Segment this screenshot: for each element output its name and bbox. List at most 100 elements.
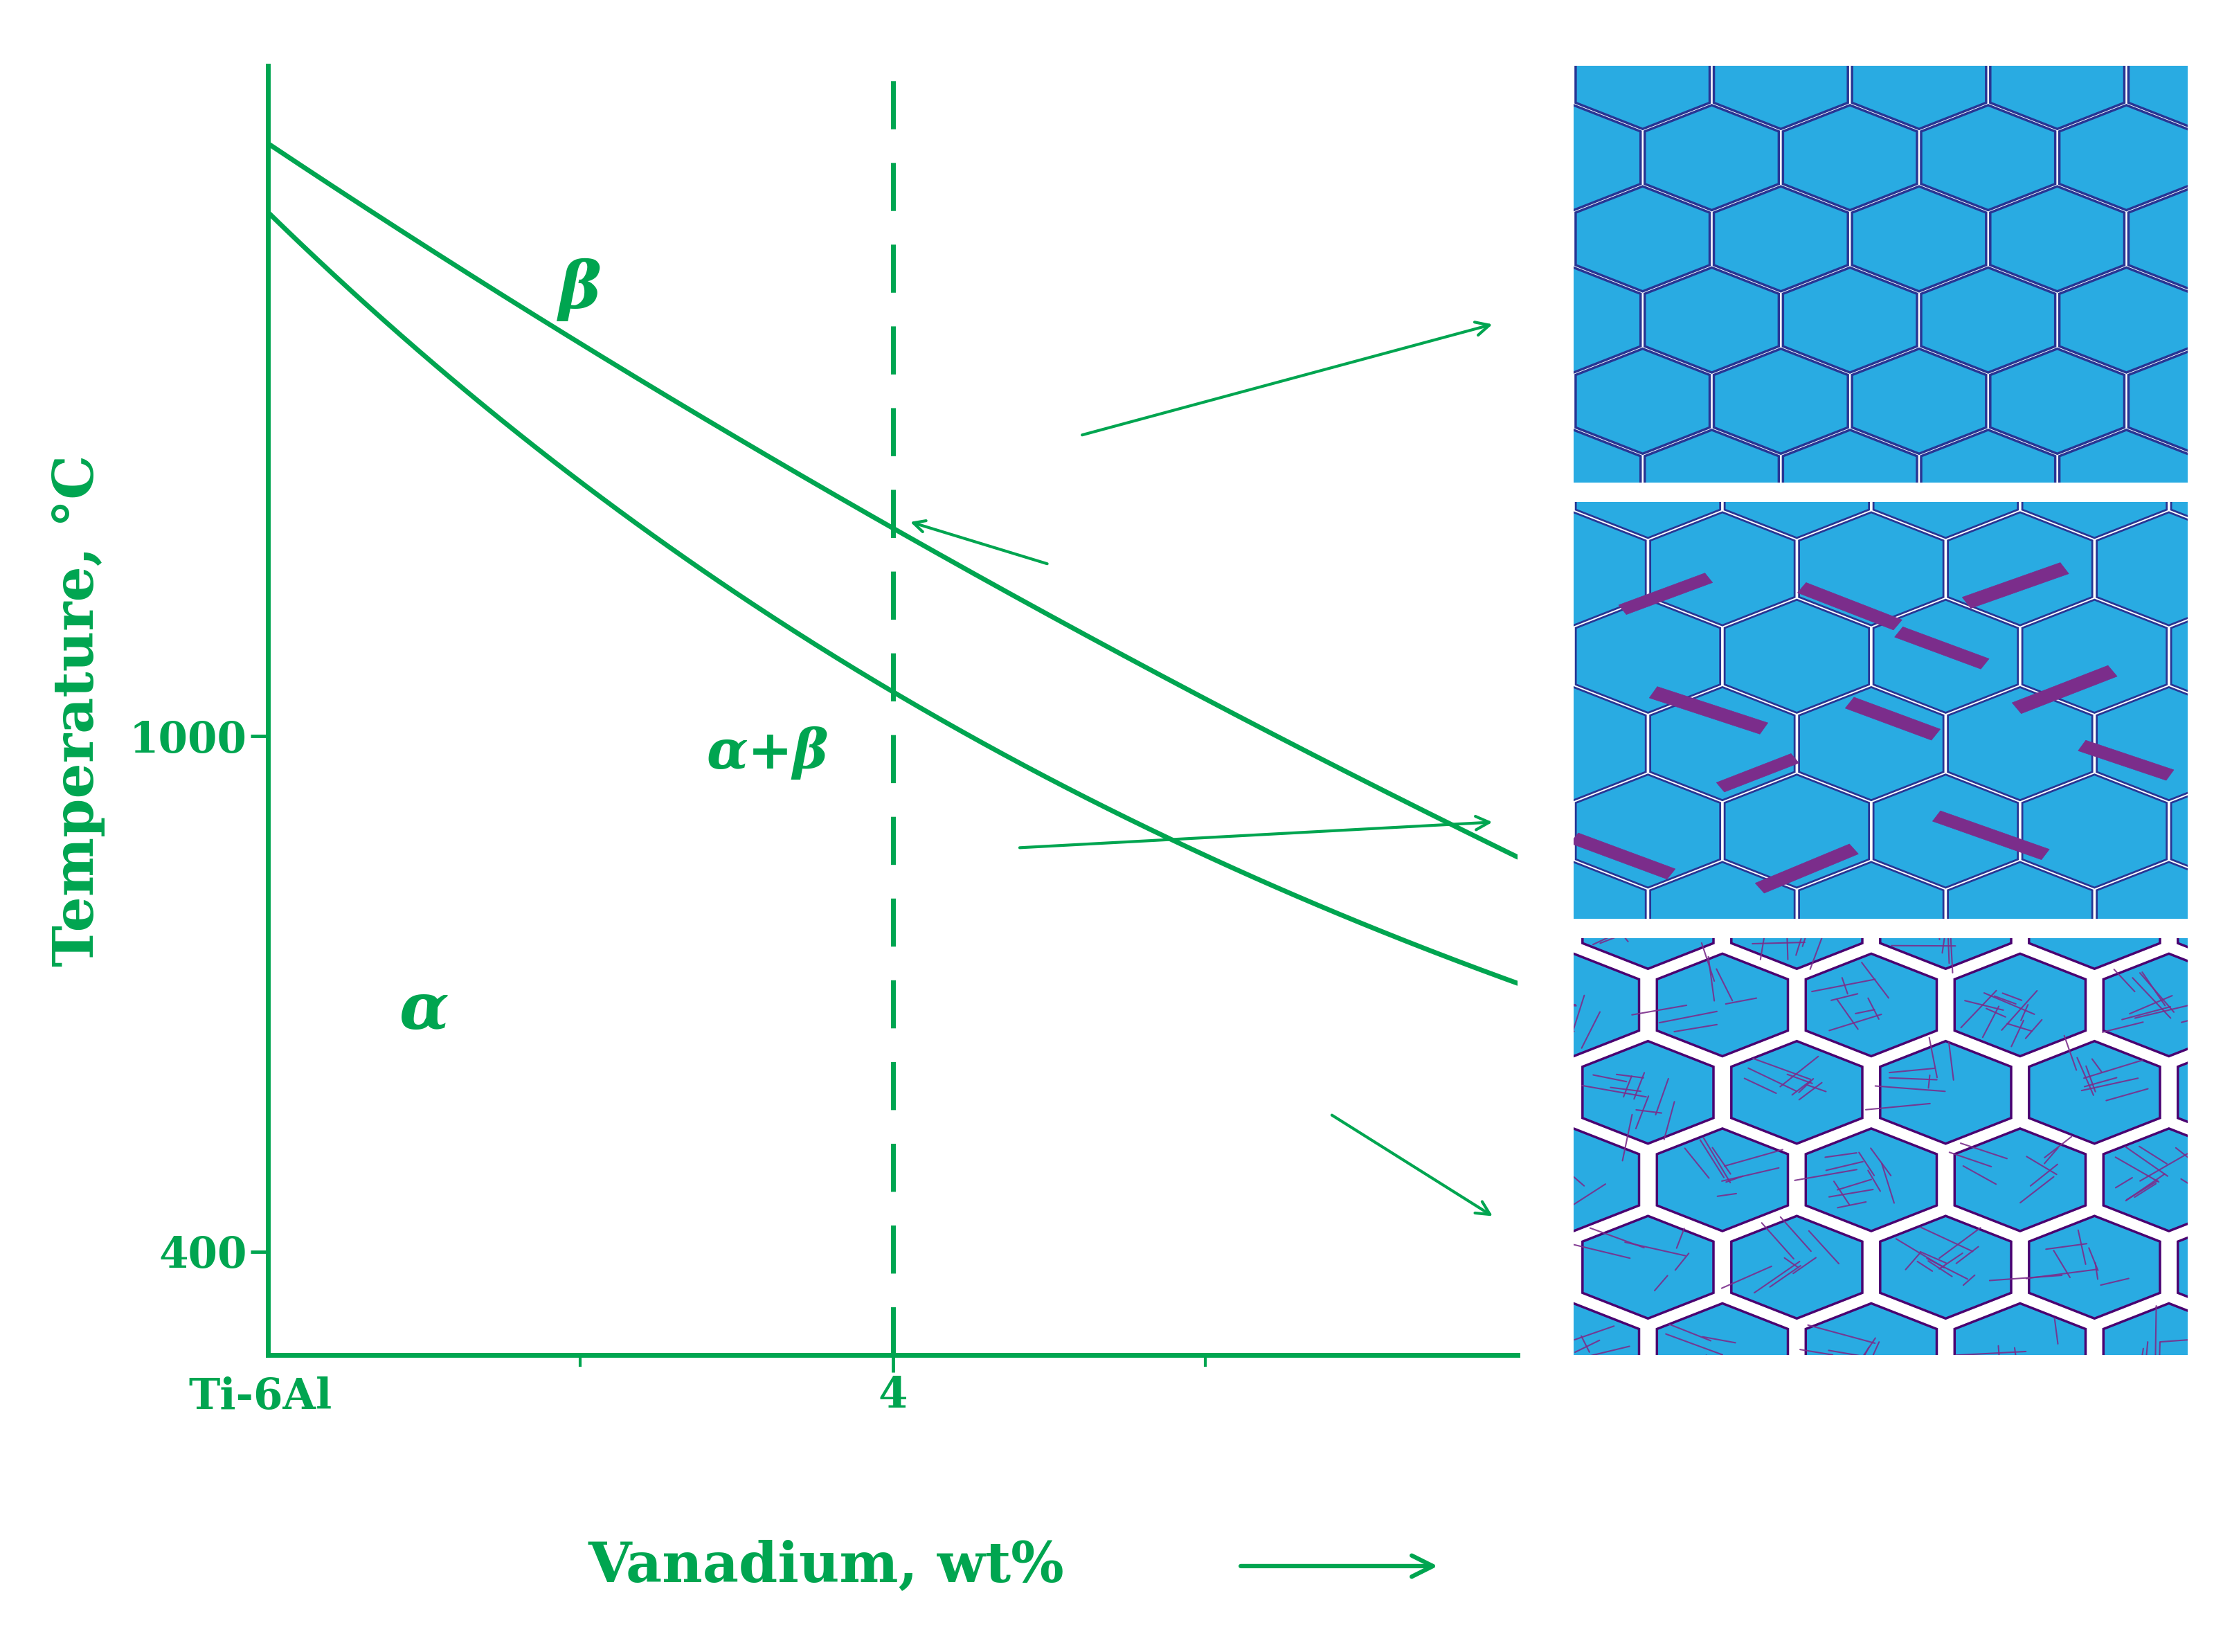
Polygon shape: [2103, 953, 2232, 1056]
Polygon shape: [1879, 866, 2011, 968]
Polygon shape: [1846, 697, 1940, 740]
Polygon shape: [2022, 775, 2167, 887]
Polygon shape: [2129, 25, 2232, 129]
Polygon shape: [1783, 430, 1917, 535]
Polygon shape: [2096, 512, 2232, 626]
Polygon shape: [2199, 106, 2232, 210]
Polygon shape: [1879, 1041, 2011, 1143]
Polygon shape: [1576, 25, 1710, 129]
Polygon shape: [2022, 425, 2167, 539]
Polygon shape: [1725, 600, 1868, 712]
Polygon shape: [1433, 1391, 1565, 1493]
Polygon shape: [1933, 811, 2049, 859]
Polygon shape: [1509, 1128, 1638, 1231]
Polygon shape: [1649, 862, 1795, 975]
Polygon shape: [1991, 187, 2125, 291]
Polygon shape: [1433, 1041, 1565, 1143]
Polygon shape: [1649, 512, 1795, 626]
Polygon shape: [1353, 862, 1498, 975]
Polygon shape: [1656, 953, 1788, 1056]
Polygon shape: [1502, 512, 1645, 626]
Text: Vanadium, wt%: Vanadium, wt%: [587, 1540, 1065, 1593]
Polygon shape: [1873, 775, 2018, 887]
Polygon shape: [1879, 1216, 2011, 1318]
Polygon shape: [1433, 866, 1565, 968]
Polygon shape: [1806, 1303, 1937, 1406]
Polygon shape: [1922, 430, 2056, 535]
Polygon shape: [1732, 1041, 1861, 1143]
Polygon shape: [1732, 1391, 1861, 1493]
Polygon shape: [1437, 510, 1571, 616]
Polygon shape: [2022, 950, 2167, 1062]
Polygon shape: [1853, 349, 1986, 454]
Polygon shape: [2060, 106, 2194, 210]
Polygon shape: [1797, 583, 1902, 629]
Polygon shape: [1437, 349, 1571, 454]
Polygon shape: [1873, 950, 2018, 1062]
Polygon shape: [1806, 1128, 1937, 1231]
Polygon shape: [2129, 349, 2232, 454]
Polygon shape: [1962, 563, 2069, 608]
Polygon shape: [1353, 687, 1498, 800]
Polygon shape: [1582, 866, 1714, 968]
Polygon shape: [1426, 600, 1571, 712]
Polygon shape: [1582, 1041, 1714, 1143]
Polygon shape: [1368, 268, 1502, 372]
Polygon shape: [2129, 187, 2232, 291]
Polygon shape: [1359, 1128, 1491, 1231]
Polygon shape: [1991, 349, 2125, 454]
Polygon shape: [1437, 187, 1571, 291]
Polygon shape: [1502, 687, 1645, 800]
Polygon shape: [1714, 25, 1848, 129]
Polygon shape: [1949, 862, 2091, 975]
Polygon shape: [2172, 600, 2232, 712]
Text: α+β: α+β: [708, 727, 828, 780]
Polygon shape: [1955, 953, 2085, 1056]
Polygon shape: [1649, 687, 1768, 733]
Polygon shape: [2029, 1391, 2161, 1493]
Polygon shape: [1576, 349, 1710, 454]
Polygon shape: [1353, 512, 1498, 626]
Polygon shape: [1725, 775, 1868, 887]
Polygon shape: [1576, 425, 1721, 539]
Polygon shape: [1922, 106, 2056, 210]
Polygon shape: [2060, 430, 2194, 535]
Polygon shape: [2096, 687, 2232, 800]
Polygon shape: [1991, 510, 2125, 616]
Polygon shape: [2103, 1128, 2232, 1231]
Polygon shape: [1955, 1128, 2085, 1231]
Polygon shape: [1656, 1128, 1788, 1231]
Text: α: α: [400, 980, 449, 1042]
Polygon shape: [1645, 106, 1779, 210]
Polygon shape: [2172, 775, 2232, 887]
Polygon shape: [1618, 573, 1712, 615]
Polygon shape: [1502, 862, 1645, 975]
Polygon shape: [2172, 425, 2232, 539]
Polygon shape: [2060, 268, 2194, 372]
Text: β: β: [558, 258, 603, 320]
Polygon shape: [1649, 687, 1795, 800]
Polygon shape: [2178, 866, 2232, 968]
Polygon shape: [1716, 753, 1799, 791]
Polygon shape: [1714, 510, 1848, 616]
Polygon shape: [2178, 1391, 2232, 1493]
Polygon shape: [1656, 1303, 1788, 1406]
Polygon shape: [2199, 430, 2232, 535]
Polygon shape: [1507, 430, 1641, 535]
Polygon shape: [2029, 866, 2161, 968]
Polygon shape: [1576, 510, 1710, 616]
Polygon shape: [1853, 187, 1986, 291]
Polygon shape: [1645, 268, 1779, 372]
Polygon shape: [1895, 626, 1989, 669]
Polygon shape: [1991, 25, 2125, 129]
Polygon shape: [2199, 268, 2232, 372]
Polygon shape: [1754, 844, 1859, 894]
Polygon shape: [1922, 268, 2056, 372]
Polygon shape: [1806, 953, 1937, 1056]
Polygon shape: [1576, 600, 1721, 712]
Polygon shape: [1853, 510, 1986, 616]
Polygon shape: [1426, 950, 1571, 1062]
Polygon shape: [1433, 1216, 1565, 1318]
Polygon shape: [1725, 950, 1868, 1062]
Polygon shape: [1955, 1303, 2085, 1406]
